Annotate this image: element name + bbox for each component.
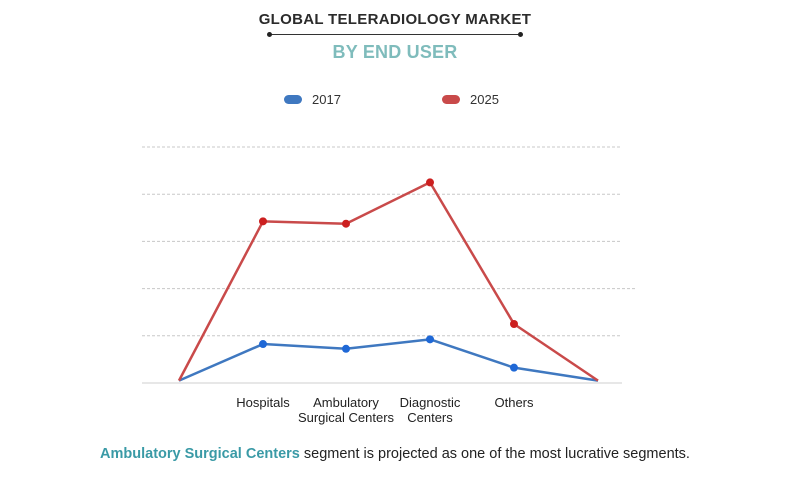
divider-dot-right xyxy=(518,32,523,37)
data-point-2017 xyxy=(510,363,518,372)
data-point-2025 xyxy=(426,178,434,187)
caption: Ambulatory Surgical Centers segment is p… xyxy=(0,446,790,462)
legend-swatch-2017 xyxy=(284,95,302,104)
x-tick-label: Surgical Centers xyxy=(298,410,395,425)
series-line-2025 xyxy=(177,181,599,382)
x-tick-label: Others xyxy=(494,395,534,410)
legend-label-2017: 2017 xyxy=(312,92,341,107)
caption-text: segment is projected as one of the most … xyxy=(299,446,690,462)
data-point-2025 xyxy=(510,320,518,328)
data-point-2017 xyxy=(259,340,267,349)
chart-title: GLOBAL TELERADIOLOGY MARKET xyxy=(258,11,532,28)
x-tick-label: Hospitals xyxy=(236,395,290,410)
data-point-2025 xyxy=(342,219,350,228)
grid-lines xyxy=(142,146,636,337)
series-lines xyxy=(177,178,599,382)
chart-subtitle: BY END USER xyxy=(332,42,458,62)
caption-highlight: Ambulatory Surgical Centers xyxy=(100,446,300,462)
divider-dot-left xyxy=(267,32,272,37)
x-tick-label: Centers xyxy=(407,410,453,425)
data-point-2017 xyxy=(426,335,434,344)
x-tick-label: Diagnostic xyxy=(400,395,461,410)
series-line-2017 xyxy=(178,338,599,382)
legend-item-2025: 2025 xyxy=(442,92,499,107)
legend-item-2017: 2017 xyxy=(284,92,341,107)
legend-swatch-2025 xyxy=(442,95,460,104)
legend-label-2025: 2025 xyxy=(470,92,499,107)
data-point-2025 xyxy=(259,217,267,226)
data-point-2017 xyxy=(342,344,350,353)
title-divider xyxy=(269,34,521,35)
x-tick-label: Ambulatory xyxy=(313,395,379,410)
